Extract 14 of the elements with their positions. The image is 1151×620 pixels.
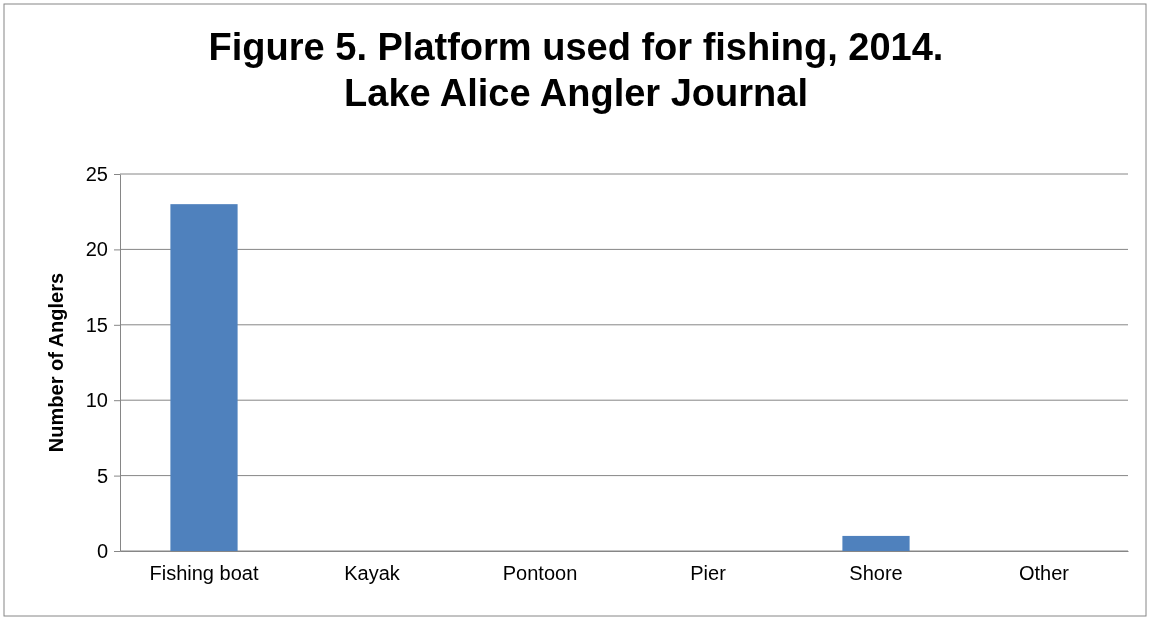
x-tick-label: Other [1018,562,1070,584]
x-tick-label: Pier [690,562,727,584]
y-tick-label: 5 [96,464,108,487]
chart-title: Figure 5. Platform used for fishing, 2014. Lake Alice Angler Journal [208,26,944,114]
y-axis-title: Number of Anglers [45,272,67,453]
y-tick-label: 10 [85,389,108,412]
y-tick-label: 15 [85,313,108,336]
x-tick-label: Shore [849,562,903,584]
y-tick-label: 0 [96,539,108,562]
x-tick-label: Pontoon [502,562,578,584]
y-tick-label: 20 [85,238,108,261]
y-tick-label: 25 [85,162,108,185]
x-tick-label: Kayak [344,562,401,584]
x-tick-label: Fishing boat [149,562,259,584]
